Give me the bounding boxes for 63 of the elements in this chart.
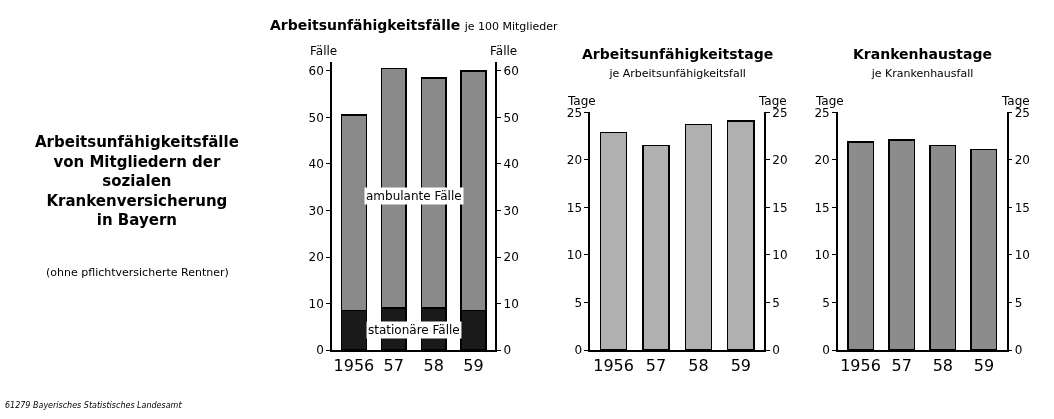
y2-tick-label: 15 xyxy=(772,200,788,215)
y2-tick-label: 30 xyxy=(503,203,519,218)
text: Arbeitsunfähigkeitsfälle von Mitgliedern der sozialen Krankenversicherung in Bayern xyxy=(35,133,239,229)
y2-tick-label: 5 xyxy=(1014,295,1023,310)
y2-tick-label: 40 xyxy=(503,157,519,172)
x-tick-label: 57 xyxy=(645,356,667,376)
y-tick-label: 15 xyxy=(566,200,583,215)
x-tick-label: 58 xyxy=(688,356,709,376)
y2-tick-label: 60 xyxy=(503,64,519,79)
y2-tick-label: 10 xyxy=(1014,248,1030,263)
y-tick-label: 25 xyxy=(814,105,830,120)
y-tick-label: 10 xyxy=(566,248,583,263)
y-tick-label: 5 xyxy=(574,295,583,310)
series-label: ambulante Fälle xyxy=(366,189,462,203)
series-label: stationäre Fälle xyxy=(368,323,460,337)
y2-tick-label: 20 xyxy=(1014,153,1030,168)
y-tick-label: 25 xyxy=(566,105,583,120)
y2-tick-label: 10 xyxy=(772,248,788,263)
y2-axis-title: Fälle xyxy=(490,44,518,58)
y2-tick-label: 0 xyxy=(772,343,780,358)
y-tick-label: 0 xyxy=(316,343,324,358)
chart-subtitle: je Arbeitsunfähigkeitsfall xyxy=(608,67,746,81)
text: 61279 Bayerisches Statistisches Landesamt xyxy=(5,401,183,410)
y2-tick-label: 15 xyxy=(1014,200,1030,215)
y2-tick-label: 20 xyxy=(503,250,519,265)
y-tick-label: 40 xyxy=(308,157,324,172)
y-tick-label: 10 xyxy=(308,296,324,311)
y-tick-label: 0 xyxy=(822,343,830,358)
y-axis-title: Tage xyxy=(567,94,596,108)
y2-tick-label: 0 xyxy=(503,343,512,358)
chart-title: Krankenhaustage xyxy=(853,46,992,62)
text: (ohne pflichtversicherte Rentner) xyxy=(46,266,229,279)
text: je 100 Mitglieder xyxy=(463,20,558,33)
y-tick-label: 30 xyxy=(308,203,324,218)
y2-tick-label: 10 xyxy=(503,296,519,311)
y-tick-label: 50 xyxy=(308,110,324,125)
x-tick-label: 59 xyxy=(973,356,995,376)
x-tick-label: 57 xyxy=(383,356,404,376)
y-tick-label: 0 xyxy=(574,343,583,358)
y-tick-label: 15 xyxy=(814,200,830,215)
y-tick-label: 20 xyxy=(566,153,583,168)
y-axis-title: Tage xyxy=(815,94,844,108)
y-tick-label: 10 xyxy=(814,248,830,263)
x-tick-label: 1956 xyxy=(840,356,881,376)
y-tick-label: 60 xyxy=(308,64,324,79)
y-tick-label: 20 xyxy=(814,153,830,168)
x-tick-label: 59 xyxy=(730,356,751,376)
y-tick-label: 5 xyxy=(822,295,830,310)
chart-title: Arbeitsunfähigkeitstage xyxy=(582,46,774,62)
y2-tick-label: 50 xyxy=(503,110,519,125)
x-tick-label: 1956 xyxy=(593,356,634,376)
y2-tick-label: 5 xyxy=(772,295,780,310)
x-tick-label: 59 xyxy=(463,356,484,376)
chart-title: Arbeitsunfähigkeitsfälle xyxy=(270,17,461,33)
y-axis-title: Fälle xyxy=(310,44,338,58)
y2-tick-label: 0 xyxy=(1014,343,1023,358)
y2-tick-label: 20 xyxy=(772,153,788,168)
y-tick-label: 20 xyxy=(308,250,324,265)
x-tick-label: 58 xyxy=(932,356,953,376)
chart-subtitle: je Krankenhausfall xyxy=(870,67,974,81)
x-tick-label: 58 xyxy=(423,356,444,376)
x-tick-label: 1956 xyxy=(333,356,375,376)
x-tick-label: 57 xyxy=(891,356,912,376)
